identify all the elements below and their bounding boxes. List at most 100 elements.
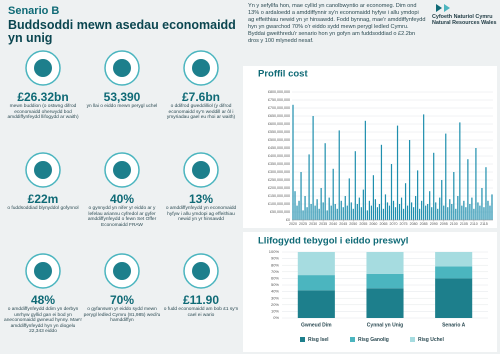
stat: 70% o gyfanswm yr eiddo sydd mewn perygl … [83,291,161,324]
y-tick-label: 90% [271,256,279,261]
x-tick-label: 2045 [339,222,347,226]
x-tick-label: 2095 [440,222,448,226]
y-tick-label: £550,000,000 [268,130,290,134]
x-tick-label: 2025 [299,222,307,226]
bar [322,202,324,220]
y-tick-label: £400,000,000 [268,154,290,158]
bar [306,207,308,220]
bar [415,196,417,220]
y-tick-label: £800,000,000 [268,90,290,94]
bar [431,207,433,220]
stat-text: o amddiffynfeydd ddim yn derbyn unrhyw g… [4,307,82,335]
stat-icon-core [113,161,131,179]
bar-segment [366,252,404,274]
bar [324,143,326,220]
x-tick-label: 2080 [410,222,418,226]
bar [312,116,314,220]
stat-icon-core [113,262,131,280]
y-tick-label: £150,000,000 [268,194,290,198]
x-tick-label: 2075 [400,222,408,226]
bar [310,204,312,220]
bar [410,202,413,220]
legend-label: Risg Uchel [418,337,444,343]
stat-text: o gyfanswm yr eiddo sydd mewn perygl led… [83,307,161,324]
bar [469,204,471,220]
logo-welsh: Cyfoeth Naturiol Cymru [432,14,493,20]
bar [425,205,427,220]
y-tick-label: £600,000,000 [268,122,290,126]
legend-swatch [350,337,355,342]
x-tick-label: 2115 [480,222,488,226]
x-tick-label: 2020 [289,222,297,226]
bar [394,207,397,220]
bar [402,208,405,220]
stat-icon-core [34,59,52,77]
bar [396,125,399,220]
bar [449,199,451,220]
y-tick-label: £750,000,000 [268,98,290,102]
x-tick-label: Senario A [442,322,466,328]
bar [350,202,352,220]
bar [292,104,294,220]
bar [314,205,316,220]
bar [417,170,419,220]
stat: £7.6bn o ddifrod gweddilliol (y difrod ec… [162,88,240,121]
bar [441,180,443,220]
bar [330,205,332,220]
bar [296,205,298,220]
bar [298,200,300,220]
x-tick-label: 2040 [329,222,337,226]
bar [356,204,358,220]
x-tick-label: 2100 [450,222,458,226]
stat-value: £7.6bn [181,90,220,104]
bar [404,183,407,220]
logo-english: Natural Resources Wales [432,20,497,26]
page-title: Buddsoddi mewn asedau economaidd yn unig [8,18,236,45]
stat-text: mewn buddion (o ostwng difrod economaidd… [7,104,79,121]
bar [421,200,423,220]
bar [413,207,415,220]
bar [326,210,328,220]
stat-icon-core [192,161,210,179]
x-tick-label: 2110 [470,222,478,226]
bar [473,208,475,220]
bar [400,197,403,220]
stat-value: £22m [27,192,59,206]
stat-value: 40% [109,192,135,206]
bar [358,197,360,220]
bar [294,191,296,220]
bar [390,164,393,220]
bar-segment [366,273,404,289]
legend-label: Risg Isel [308,337,329,343]
stat-text: o ddifrod gweddilliol (y difrod economai… [166,104,236,121]
bar [427,204,429,220]
bar [483,207,485,220]
bar [308,154,310,220]
bar [344,196,346,220]
bar [443,205,445,220]
stat: £26.32bn mewn buddion (o ostwng difrod ec… [4,88,82,121]
bar [451,204,453,220]
x-tick-label: 2065 [379,222,387,226]
stat-text: yn llai o eiddo mewn perygl uchel [86,104,158,109]
bar [360,207,362,220]
cost-panel [243,66,497,228]
bar [366,210,368,220]
bar [370,205,372,220]
bar [372,175,375,220]
stat-value: 53,390 [103,90,141,104]
bar [485,167,487,220]
x-tick-label: 2055 [359,222,367,226]
bar [408,140,411,220]
bar [461,205,463,220]
y-tick-label: 40% [271,289,279,294]
y-tick-label: £50,000,000 [270,210,290,214]
stat: £22m o fuddsoddiad blynyddol gofynnol [4,190,82,212]
logo-mark [436,4,450,12]
bar [388,205,391,220]
bar [489,205,491,220]
bar [439,197,441,220]
y-tick-label: 80% [271,262,279,267]
